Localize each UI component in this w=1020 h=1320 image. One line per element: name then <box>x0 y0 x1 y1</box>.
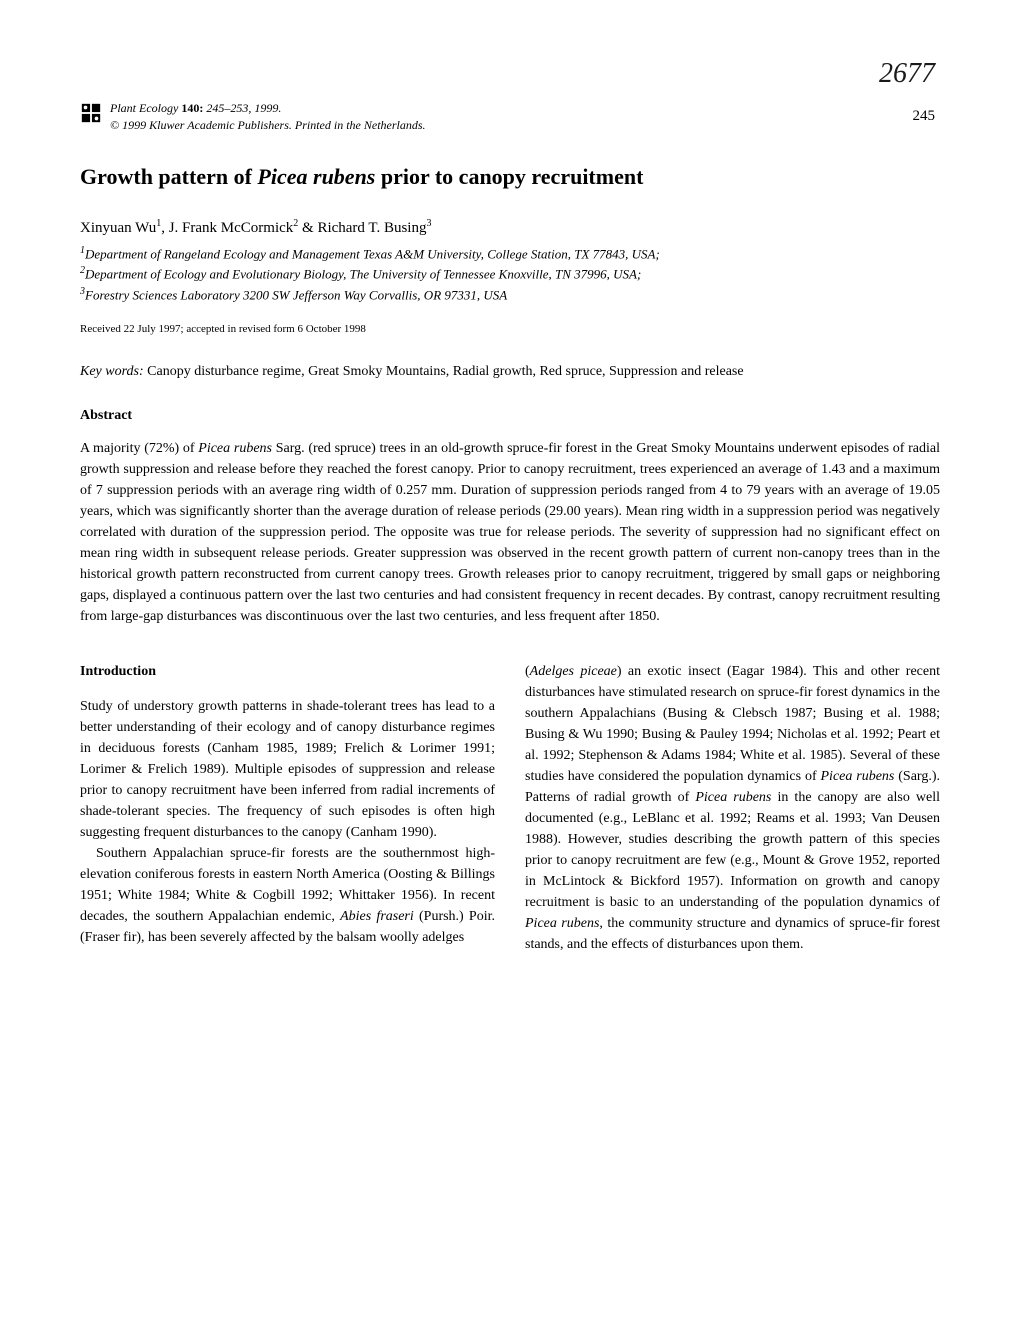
title-pre: Growth pattern of <box>80 164 257 189</box>
journal-info: Plant Ecology 140: 245–253, 1999. © 1999… <box>110 100 426 134</box>
page-number: 245 <box>913 108 936 125</box>
author-3: & Richard T. Busing <box>298 220 426 236</box>
author-3-sup: 3 <box>426 218 431 229</box>
journal-header: Plant Ecology 140: 245–253, 1999. © 1999… <box>80 100 940 134</box>
affiliations: 1Department of Rangeland Ecology and Man… <box>80 243 940 305</box>
introduction-heading: Introduction <box>80 661 495 682</box>
journal-copyright: © 1999 Kluwer Academic Publishers. Print… <box>110 118 426 132</box>
keywords-label: Key words: <box>80 364 144 379</box>
abstract-heading: Abstract <box>80 408 940 424</box>
keywords-text: Canopy disturbance regime, Great Smoky M… <box>144 364 744 379</box>
column-right: (Adelges piceae) an exotic insect (Eagar… <box>525 661 940 955</box>
body-columns: Introduction Study of understory growth … <box>80 661 940 955</box>
intro-paragraph-2: Southern Appalachian spruce-fir forests … <box>80 843 495 948</box>
intro-paragraph-1: Study of understory growth patterns in s… <box>80 696 495 843</box>
affiliation-1: Department of Rangeland Ecology and Mana… <box>85 246 660 261</box>
c2-mid3: in the canopy are also well documented (… <box>525 790 940 910</box>
author-1: Xinyuan Wu <box>80 220 156 236</box>
journal-pages: 245–253, 1999. <box>206 101 281 115</box>
c2-mid: ) an exotic insect (Eagar 1984). This an… <box>525 664 940 784</box>
author-2: , J. Frank McCormick <box>161 220 293 236</box>
article-title: Growth pattern of Picea rubens prior to … <box>80 164 940 190</box>
abstract-species-1: Picea rubens <box>198 441 272 456</box>
publisher-logo-icon <box>80 102 102 124</box>
p2-species: Abies fraseri <box>340 909 414 924</box>
journal-name: Plant Ecology <box>110 101 178 115</box>
affiliation-3: Forestry Sciences Laboratory 3200 SW Jef… <box>85 288 507 303</box>
title-post: prior to canopy recruitment <box>375 164 643 189</box>
journal-volume: 140: <box>181 101 203 115</box>
title-species: Picea rubens <box>257 164 375 189</box>
handwritten-annotation: 2677 <box>879 58 935 90</box>
column-left: Introduction Study of understory growth … <box>80 661 495 955</box>
abstract-text: A majority (72%) of Picea rubens Sarg. (… <box>80 438 940 627</box>
authors: Xinyuan Wu1, J. Frank McCormick2 & Richa… <box>80 218 940 237</box>
col2-paragraph-1: (Adelges piceae) an exotic insect (Eagar… <box>525 661 940 955</box>
keywords: Key words: Canopy disturbance regime, Gr… <box>80 361 940 382</box>
c2-species-1: Adelges piceae <box>530 664 617 679</box>
c2-species-3: Picea rubens <box>695 790 771 805</box>
abstract-post: Sarg. (red spruce) trees in an old-growt… <box>80 441 940 624</box>
affiliation-2: Department of Ecology and Evolutionary B… <box>85 267 641 282</box>
received-dates: Received 22 July 1997; accepted in revis… <box>80 323 940 335</box>
c2-species-2: Picea rubens <box>821 769 895 784</box>
c2-species-4: Picea rubens <box>525 916 599 931</box>
abstract-pre: A majority (72%) of <box>80 441 198 456</box>
